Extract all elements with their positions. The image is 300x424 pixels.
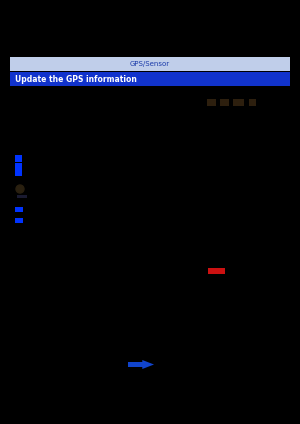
Bar [208,268,225,274]
Bar [128,362,144,367]
Bar [15,163,22,176]
Bar [10,57,290,71]
Bar [233,99,244,106]
Bar [15,207,23,212]
Bar [15,155,22,162]
Bar [17,195,27,198]
Polygon shape [142,360,154,369]
Bar [15,218,23,223]
Text: GPS/Sensor: GPS/Sensor [130,61,170,67]
Bar [220,99,229,106]
Bar [207,99,216,106]
Text: Update the GPS information: Update the GPS information [15,75,137,84]
Bar [10,72,290,86]
Circle shape [16,185,24,193]
Bar [249,99,256,106]
